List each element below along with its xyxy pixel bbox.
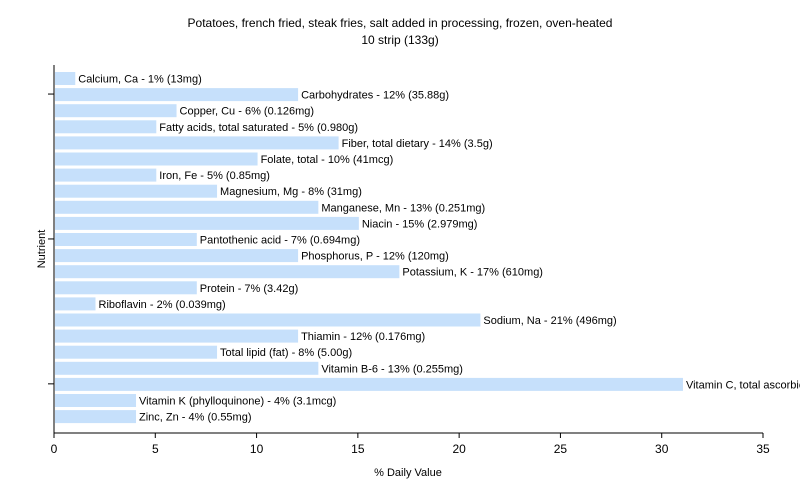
bar-label: Zinc, Zn - 4% (0.55mg) bbox=[139, 412, 251, 424]
bar bbox=[55, 345, 218, 359]
bar bbox=[55, 216, 359, 230]
bar bbox=[55, 297, 96, 311]
bar-label: Riboflavin - 2% (0.039mg) bbox=[99, 299, 226, 311]
bar-label: Vitamin C, total ascorbic acid - 31% (18… bbox=[686, 379, 800, 391]
x-tick-label: 15 bbox=[351, 442, 365, 456]
bar bbox=[55, 72, 76, 85]
chart-subtitle: 10 strip (133g) bbox=[361, 33, 438, 47]
bar-label: Magnesium, Mg - 8% (31mg) bbox=[220, 186, 362, 198]
x-tick-label: 35 bbox=[756, 442, 770, 456]
x-tick-label: 10 bbox=[250, 442, 264, 456]
bar-label: Phosphorus, P - 12% (120mg) bbox=[301, 251, 449, 263]
bar-label: Total lipid (fat) - 8% (5.00g) bbox=[220, 347, 352, 359]
x-tick-label: 5 bbox=[152, 442, 159, 456]
bar-label: Potassium, K - 17% (610mg) bbox=[402, 267, 543, 279]
bar-label: Manganese, Mn - 13% (0.251mg) bbox=[321, 202, 485, 214]
bar-label: Vitamin K (phylloquinone) - 4% (3.1mcg) bbox=[139, 396, 336, 408]
bar-label: Protein - 7% (3.42g) bbox=[200, 283, 298, 295]
bar-label: Vitamin B-6 - 13% (0.255mg) bbox=[321, 363, 463, 375]
bar bbox=[55, 265, 400, 279]
bar-label: Carbohydrates - 12% (35.88g) bbox=[301, 90, 449, 102]
bar-label: Calcium, Ca - 1% (13mg) bbox=[78, 74, 201, 86]
bar-label: Iron, Fe - 5% (0.85mg) bbox=[159, 170, 270, 182]
bar-label: Thiamin - 12% (0.176mg) bbox=[301, 331, 425, 343]
bar bbox=[55, 233, 197, 246]
y-axis-label: Nutrient bbox=[36, 230, 48, 269]
bar-labels-group: Calcium, Ca - 1% (13mg) Carbohydrates - 1… bbox=[78, 74, 800, 424]
bar-label: Fatty acids, total saturated - 5% (0.980… bbox=[159, 122, 358, 134]
bar bbox=[55, 281, 197, 295]
bar bbox=[55, 329, 299, 343]
bar bbox=[55, 313, 481, 327]
bar bbox=[55, 200, 319, 214]
bar bbox=[55, 377, 683, 391]
bar bbox=[55, 152, 258, 166]
x-axis-label: % Daily Value bbox=[374, 467, 442, 479]
x-tick-label: 25 bbox=[554, 442, 568, 456]
bar bbox=[55, 120, 157, 134]
bar-label: Fiber, total dietary - 14% (3.5g) bbox=[342, 138, 493, 150]
x-tick-label: 30 bbox=[655, 442, 669, 456]
bar bbox=[55, 88, 299, 102]
bar bbox=[55, 136, 339, 150]
bar bbox=[55, 104, 177, 118]
bar bbox=[55, 184, 218, 198]
bar bbox=[55, 249, 299, 263]
x-ticks-group: 0 5 10 15 20 25 30 35 bbox=[51, 433, 770, 456]
y-ticks-group bbox=[48, 93, 54, 385]
x-tick-label: 20 bbox=[452, 442, 466, 456]
bar bbox=[55, 168, 157, 182]
bar-label: Folate, total - 10% (41mcg) bbox=[261, 154, 394, 166]
bars-group bbox=[55, 72, 683, 424]
bar bbox=[55, 410, 137, 424]
bar bbox=[55, 394, 137, 407]
bar-label: Pantothenic acid - 7% (0.694mg) bbox=[200, 235, 360, 247]
bar bbox=[55, 361, 319, 375]
chart-title: Potatoes, french fried, steak fries, sal… bbox=[188, 16, 613, 30]
bar-label: Copper, Cu - 6% (0.126mg) bbox=[180, 106, 315, 118]
x-tick-label: 0 bbox=[51, 442, 58, 456]
bar-label: Niacin - 15% (2.979mg) bbox=[362, 218, 478, 230]
bar-label: Sodium, Na - 21% (496mg) bbox=[483, 315, 616, 327]
